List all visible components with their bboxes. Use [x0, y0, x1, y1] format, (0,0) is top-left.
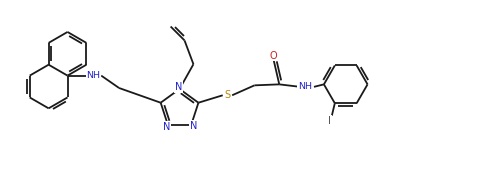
Text: S: S: [224, 90, 230, 100]
Text: O: O: [269, 51, 277, 61]
Text: N: N: [189, 121, 197, 131]
Text: N: N: [163, 122, 171, 132]
Text: NH: NH: [298, 82, 312, 91]
Text: NH: NH: [86, 71, 100, 80]
Text: I: I: [328, 116, 331, 126]
Text: N: N: [175, 82, 182, 92]
